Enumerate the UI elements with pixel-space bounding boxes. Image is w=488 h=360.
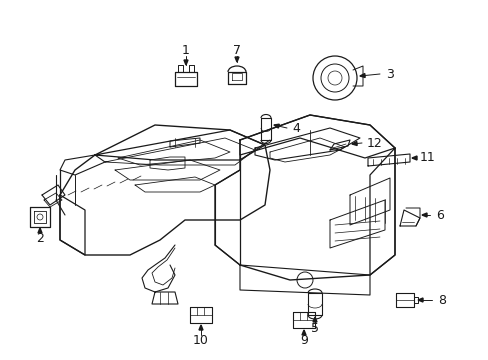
Text: 9: 9 <box>300 334 307 347</box>
Text: 10: 10 <box>193 334 208 347</box>
Polygon shape <box>411 156 416 160</box>
Text: 12: 12 <box>366 136 382 149</box>
Polygon shape <box>273 124 279 128</box>
Text: 2: 2 <box>36 231 44 244</box>
Polygon shape <box>312 317 316 322</box>
Polygon shape <box>417 298 422 302</box>
Text: 8: 8 <box>437 293 445 306</box>
Text: 4: 4 <box>291 122 299 135</box>
Text: 1: 1 <box>182 44 189 57</box>
Text: 11: 11 <box>419 150 435 163</box>
Text: 6: 6 <box>435 208 443 221</box>
Polygon shape <box>359 73 365 77</box>
Text: 3: 3 <box>385 68 393 81</box>
Polygon shape <box>199 325 203 330</box>
Text: 5: 5 <box>310 321 318 334</box>
Polygon shape <box>38 228 42 233</box>
Polygon shape <box>235 57 239 62</box>
Polygon shape <box>302 330 305 335</box>
Polygon shape <box>421 213 426 217</box>
Polygon shape <box>183 60 187 65</box>
Text: 7: 7 <box>232 44 241 57</box>
Polygon shape <box>351 141 356 145</box>
